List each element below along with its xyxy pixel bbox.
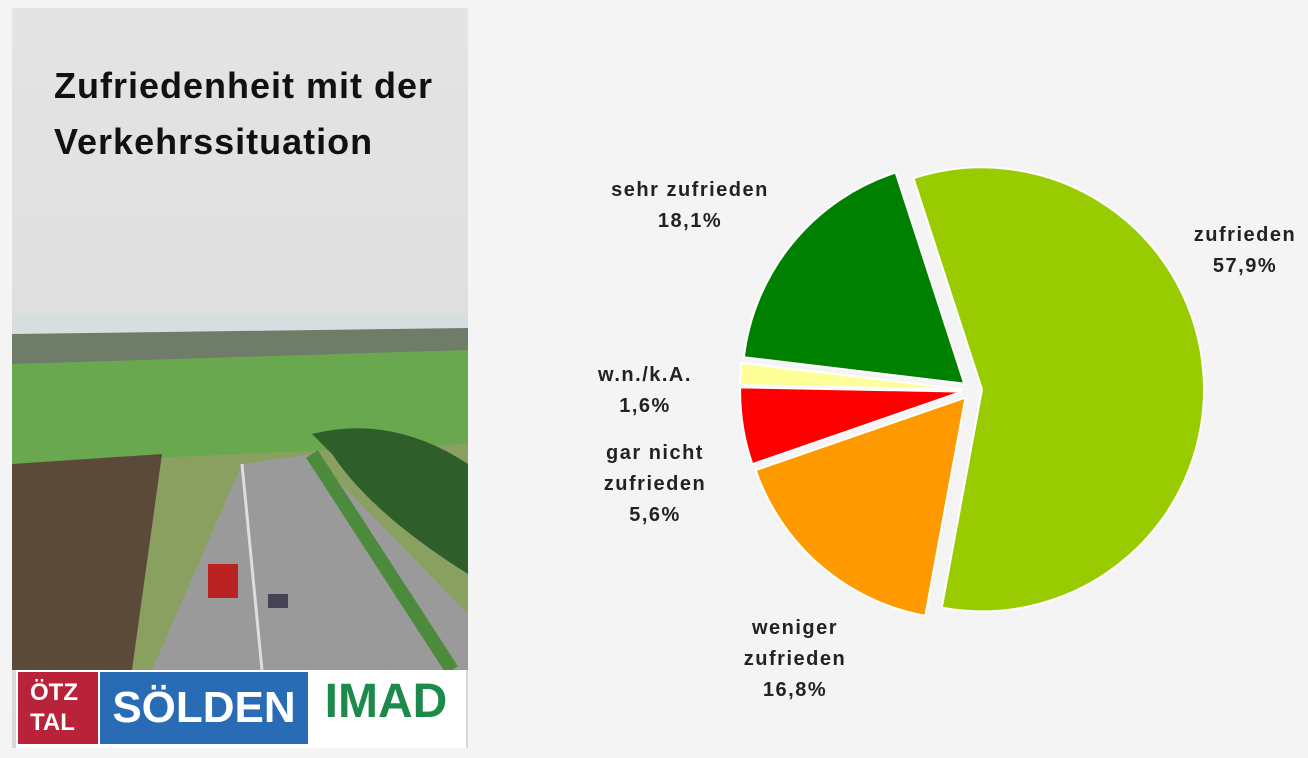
slice-name: sehr zufrieden: [611, 179, 769, 201]
slice-value: 18,1%: [657, 210, 723, 232]
slice-name: gar nicht zufrieden: [603, 442, 707, 495]
highway-photo: [12, 314, 468, 670]
pie-slice: [739, 361, 963, 391]
logo-soelden: SÖLDEN: [100, 672, 308, 744]
slide-title: Zufriedenheit mit der Verkehrssituation: [54, 65, 434, 162]
left-panel: Zufriedenheit mit der Verkehrssituation …: [12, 8, 468, 748]
pie-slice: [742, 171, 966, 385]
slice-name: w.n./k.A.: [598, 364, 692, 386]
slice-label: w.n./k.A. 1,6%: [575, 360, 715, 422]
slice-value: 5,6%: [629, 504, 681, 526]
slice-label: gar nicht zufrieden 5,6%: [585, 438, 725, 531]
logo-bar: ÖTZ TAL SÖLDEN IMAD: [16, 670, 466, 748]
slice-label: zufrieden 57,9%: [1175, 220, 1308, 282]
slice-name: weniger zufrieden: [743, 617, 847, 670]
pie-slice: [754, 396, 967, 618]
slice-label: sehr zufrieden 18,1%: [580, 175, 800, 237]
logo-oetztal: ÖTZ TAL: [18, 672, 98, 744]
pie-slice: [739, 386, 963, 466]
slice-value: 57,9%: [1212, 255, 1278, 277]
logo-imad: IMAD: [324, 675, 448, 728]
slice-value: 1,6%: [619, 395, 671, 417]
slice-value: 16,8%: [762, 679, 828, 701]
slice-label: weniger zufrieden 16,8%: [720, 613, 870, 706]
pie-slice: [912, 166, 1205, 613]
slice-name: zufrieden: [1193, 224, 1297, 246]
